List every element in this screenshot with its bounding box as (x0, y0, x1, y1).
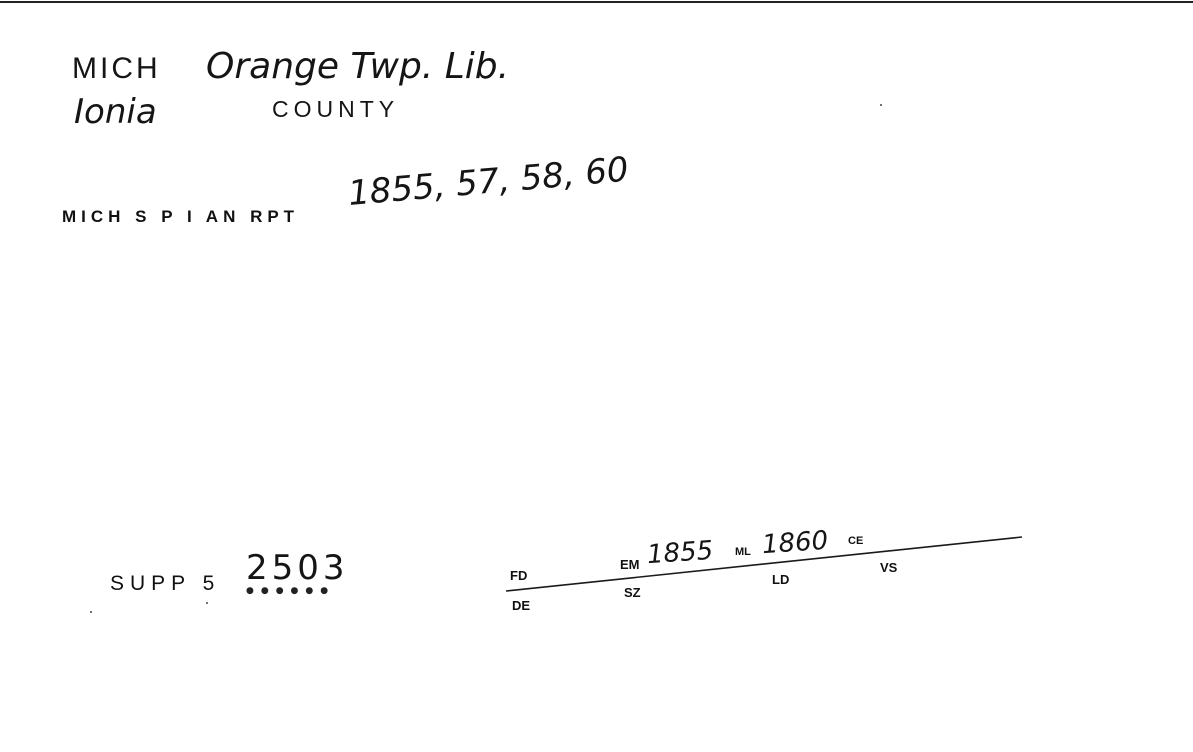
em-label: EM (620, 557, 640, 572)
ml-label: ML (735, 546, 751, 558)
supp-number: 2503 (246, 548, 349, 588)
paper-speck (90, 611, 92, 613)
supp-label: SUPP 5 (110, 572, 221, 595)
supp-number-dots: ●●●●●● (246, 586, 336, 596)
county-name: Ionia (74, 92, 157, 132)
de-label: DE (512, 598, 531, 613)
vs-label: VS (880, 560, 898, 575)
county-word: COUNTY (272, 96, 400, 122)
top-border-rule (0, 1, 1193, 3)
em-value: 1855 (646, 535, 715, 571)
paper-speck (206, 602, 208, 604)
library-name: Orange Twp. Lib. (206, 46, 510, 87)
ml-value: 1860 (761, 525, 830, 561)
paper-speck (880, 104, 882, 106)
ce-label: CE (848, 535, 864, 547)
sz-label: SZ (624, 585, 641, 600)
ld-label: LD (772, 572, 790, 587)
source-code: MICH S P I AN RPT (62, 207, 300, 226)
fd-label: FD (510, 568, 528, 583)
state-code: MICH (72, 52, 161, 85)
